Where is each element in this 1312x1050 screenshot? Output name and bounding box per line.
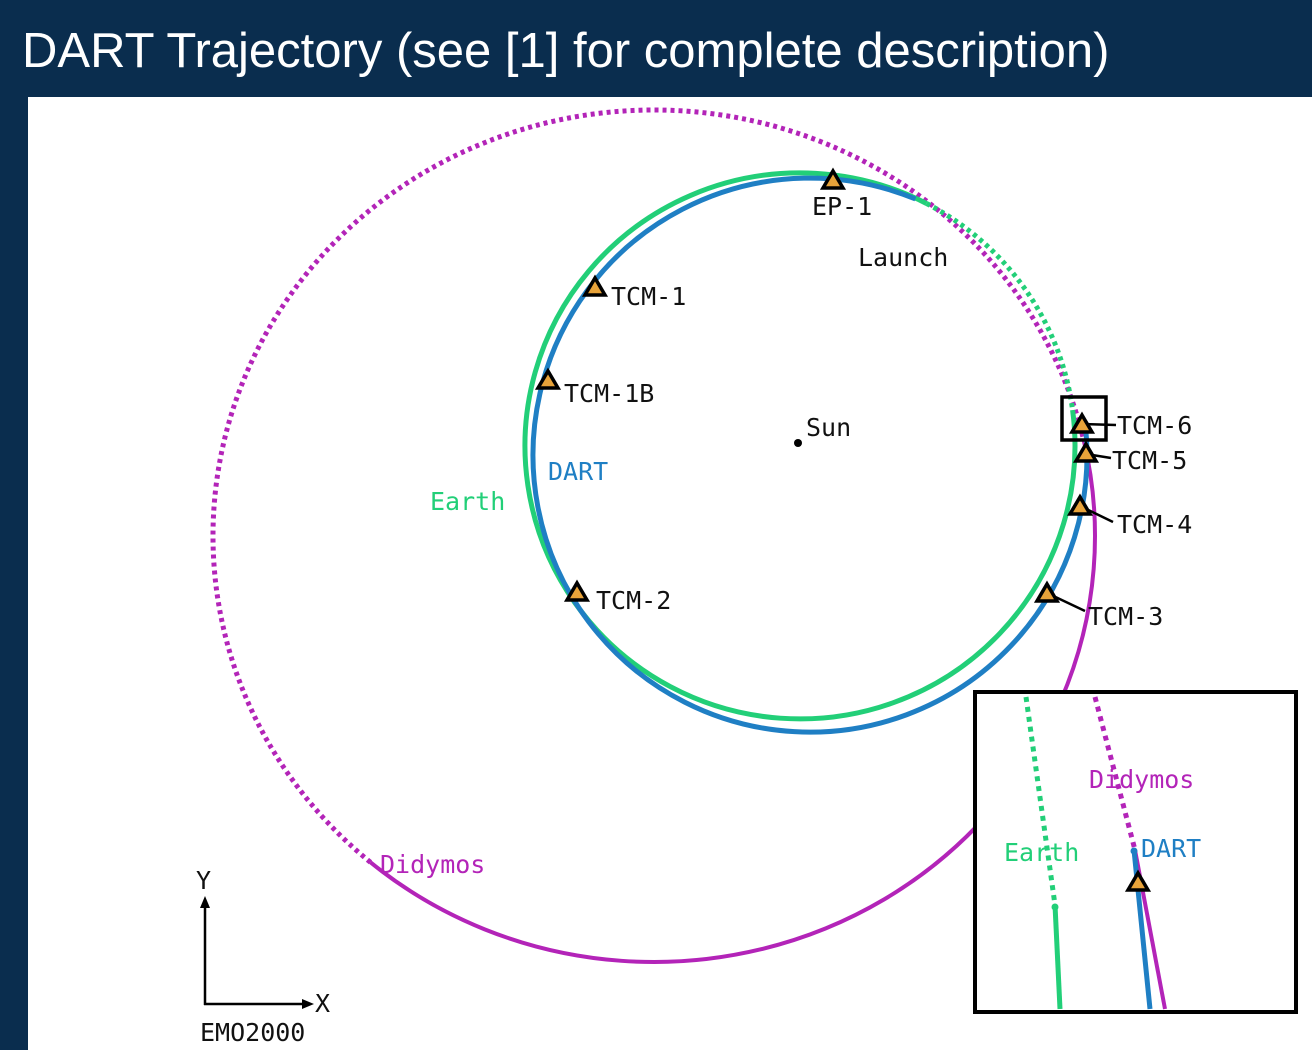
- maneuver-label: TCM-4: [1117, 510, 1192, 539]
- sun-dot: [794, 439, 802, 447]
- x-axis-label: X: [315, 989, 330, 1018]
- inset-dart-label: DART: [1141, 834, 1201, 863]
- arrowhead: [200, 896, 210, 908]
- launch-label: Launch: [858, 243, 948, 272]
- earth-orbit-dotted: [925, 201, 1076, 411]
- maneuver-label: TCM-6: [1117, 411, 1192, 440]
- maneuver-label: TCM-3: [1088, 602, 1163, 631]
- maneuver-label: EP-1: [812, 192, 872, 221]
- earth-label: Earth: [430, 487, 505, 516]
- maneuver-label: TCM-2: [596, 586, 671, 615]
- didymos-orbit-dotted: [210, 107, 1087, 865]
- dart-label: DART: [548, 457, 608, 486]
- maneuver-label: TCM-1B: [564, 379, 654, 408]
- inset-didymos-dotted: [1092, 696, 1138, 851]
- y-axis-label: Y: [196, 866, 211, 895]
- maneuver-label: TCM-1: [611, 282, 686, 311]
- frame-label: EMO2000: [200, 1018, 305, 1047]
- zoom-box: [1060, 395, 1108, 442]
- didymos-orbit: [369, 439, 1097, 964]
- maneuver-label: TCM-5: [1112, 446, 1187, 475]
- sun-label: Sun: [806, 413, 851, 442]
- didymos-label: Didymos: [380, 850, 485, 879]
- inset-didymos-label: Didymos: [1089, 765, 1194, 794]
- inset-earth: [1052, 904, 1063, 1010]
- slide-title: DART Trajectory (see [1] for complete de…: [22, 24, 1110, 78]
- inset-dart-point: [1130, 847, 1138, 855]
- arrowhead: [302, 999, 314, 1009]
- dart-trajectory: [530, 175, 1090, 735]
- inset-earth-point: [1051, 903, 1059, 911]
- inset-earth-label: Earth: [1004, 838, 1079, 867]
